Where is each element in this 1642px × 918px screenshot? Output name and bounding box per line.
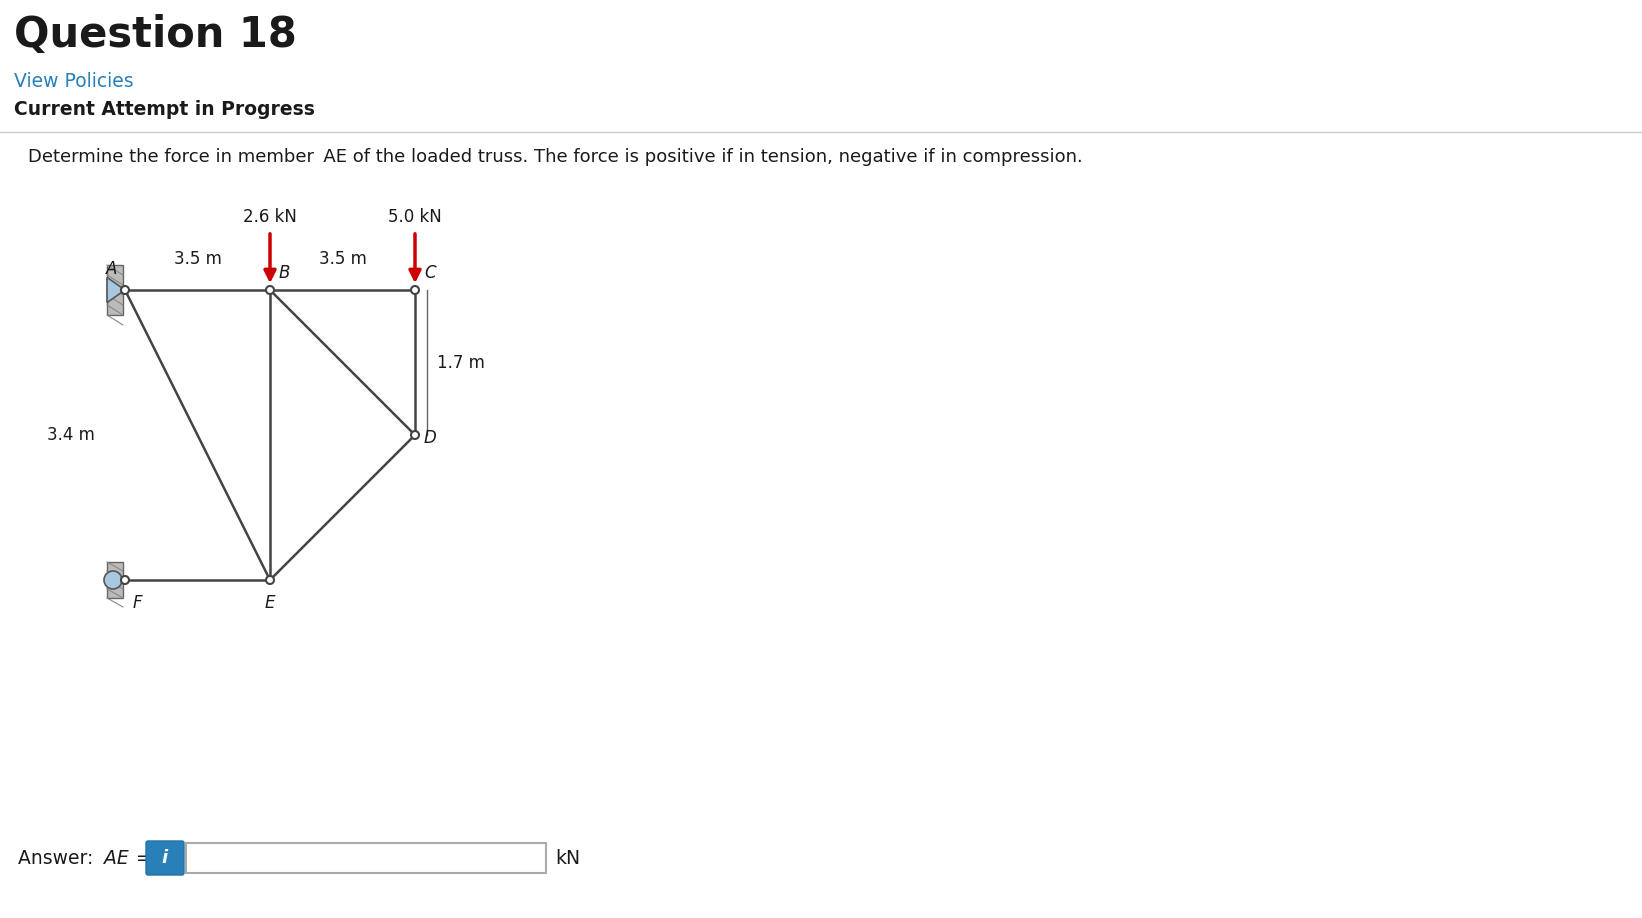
Circle shape <box>122 576 130 584</box>
Circle shape <box>103 571 122 589</box>
Text: 1.7 m: 1.7 m <box>437 353 484 372</box>
Polygon shape <box>107 265 123 315</box>
Text: =: = <box>130 848 151 868</box>
Circle shape <box>410 431 419 439</box>
Polygon shape <box>107 562 123 598</box>
Circle shape <box>410 286 419 294</box>
Text: i: i <box>163 849 167 867</box>
Circle shape <box>266 576 274 584</box>
Text: Current Attempt in Progress: Current Attempt in Progress <box>15 100 315 119</box>
FancyBboxPatch shape <box>186 843 547 873</box>
Text: 5.0 kN: 5.0 kN <box>388 208 442 226</box>
Text: 2.6 kN: 2.6 kN <box>243 208 297 226</box>
FancyBboxPatch shape <box>146 841 184 875</box>
Text: Question 18: Question 18 <box>15 14 297 56</box>
Polygon shape <box>107 277 125 303</box>
Text: kN: kN <box>555 848 580 868</box>
Text: View Policies: View Policies <box>15 72 133 91</box>
Circle shape <box>122 286 130 294</box>
Text: E: E <box>264 594 276 612</box>
Text: D: D <box>424 429 437 447</box>
Text: Determine the force in member  AE of the loaded truss. The force is positive if : Determine the force in member AE of the … <box>28 148 1082 166</box>
Text: B: B <box>279 264 291 282</box>
Text: C: C <box>424 264 435 282</box>
Text: A: A <box>105 260 117 278</box>
Circle shape <box>266 286 274 294</box>
Text: AE: AE <box>103 848 128 868</box>
Text: 3.4 m: 3.4 m <box>48 426 95 444</box>
Text: 3.5 m: 3.5 m <box>174 250 222 268</box>
Text: F: F <box>133 594 143 612</box>
Text: 3.5 m: 3.5 m <box>319 250 366 268</box>
Text: Answer:: Answer: <box>18 848 100 868</box>
